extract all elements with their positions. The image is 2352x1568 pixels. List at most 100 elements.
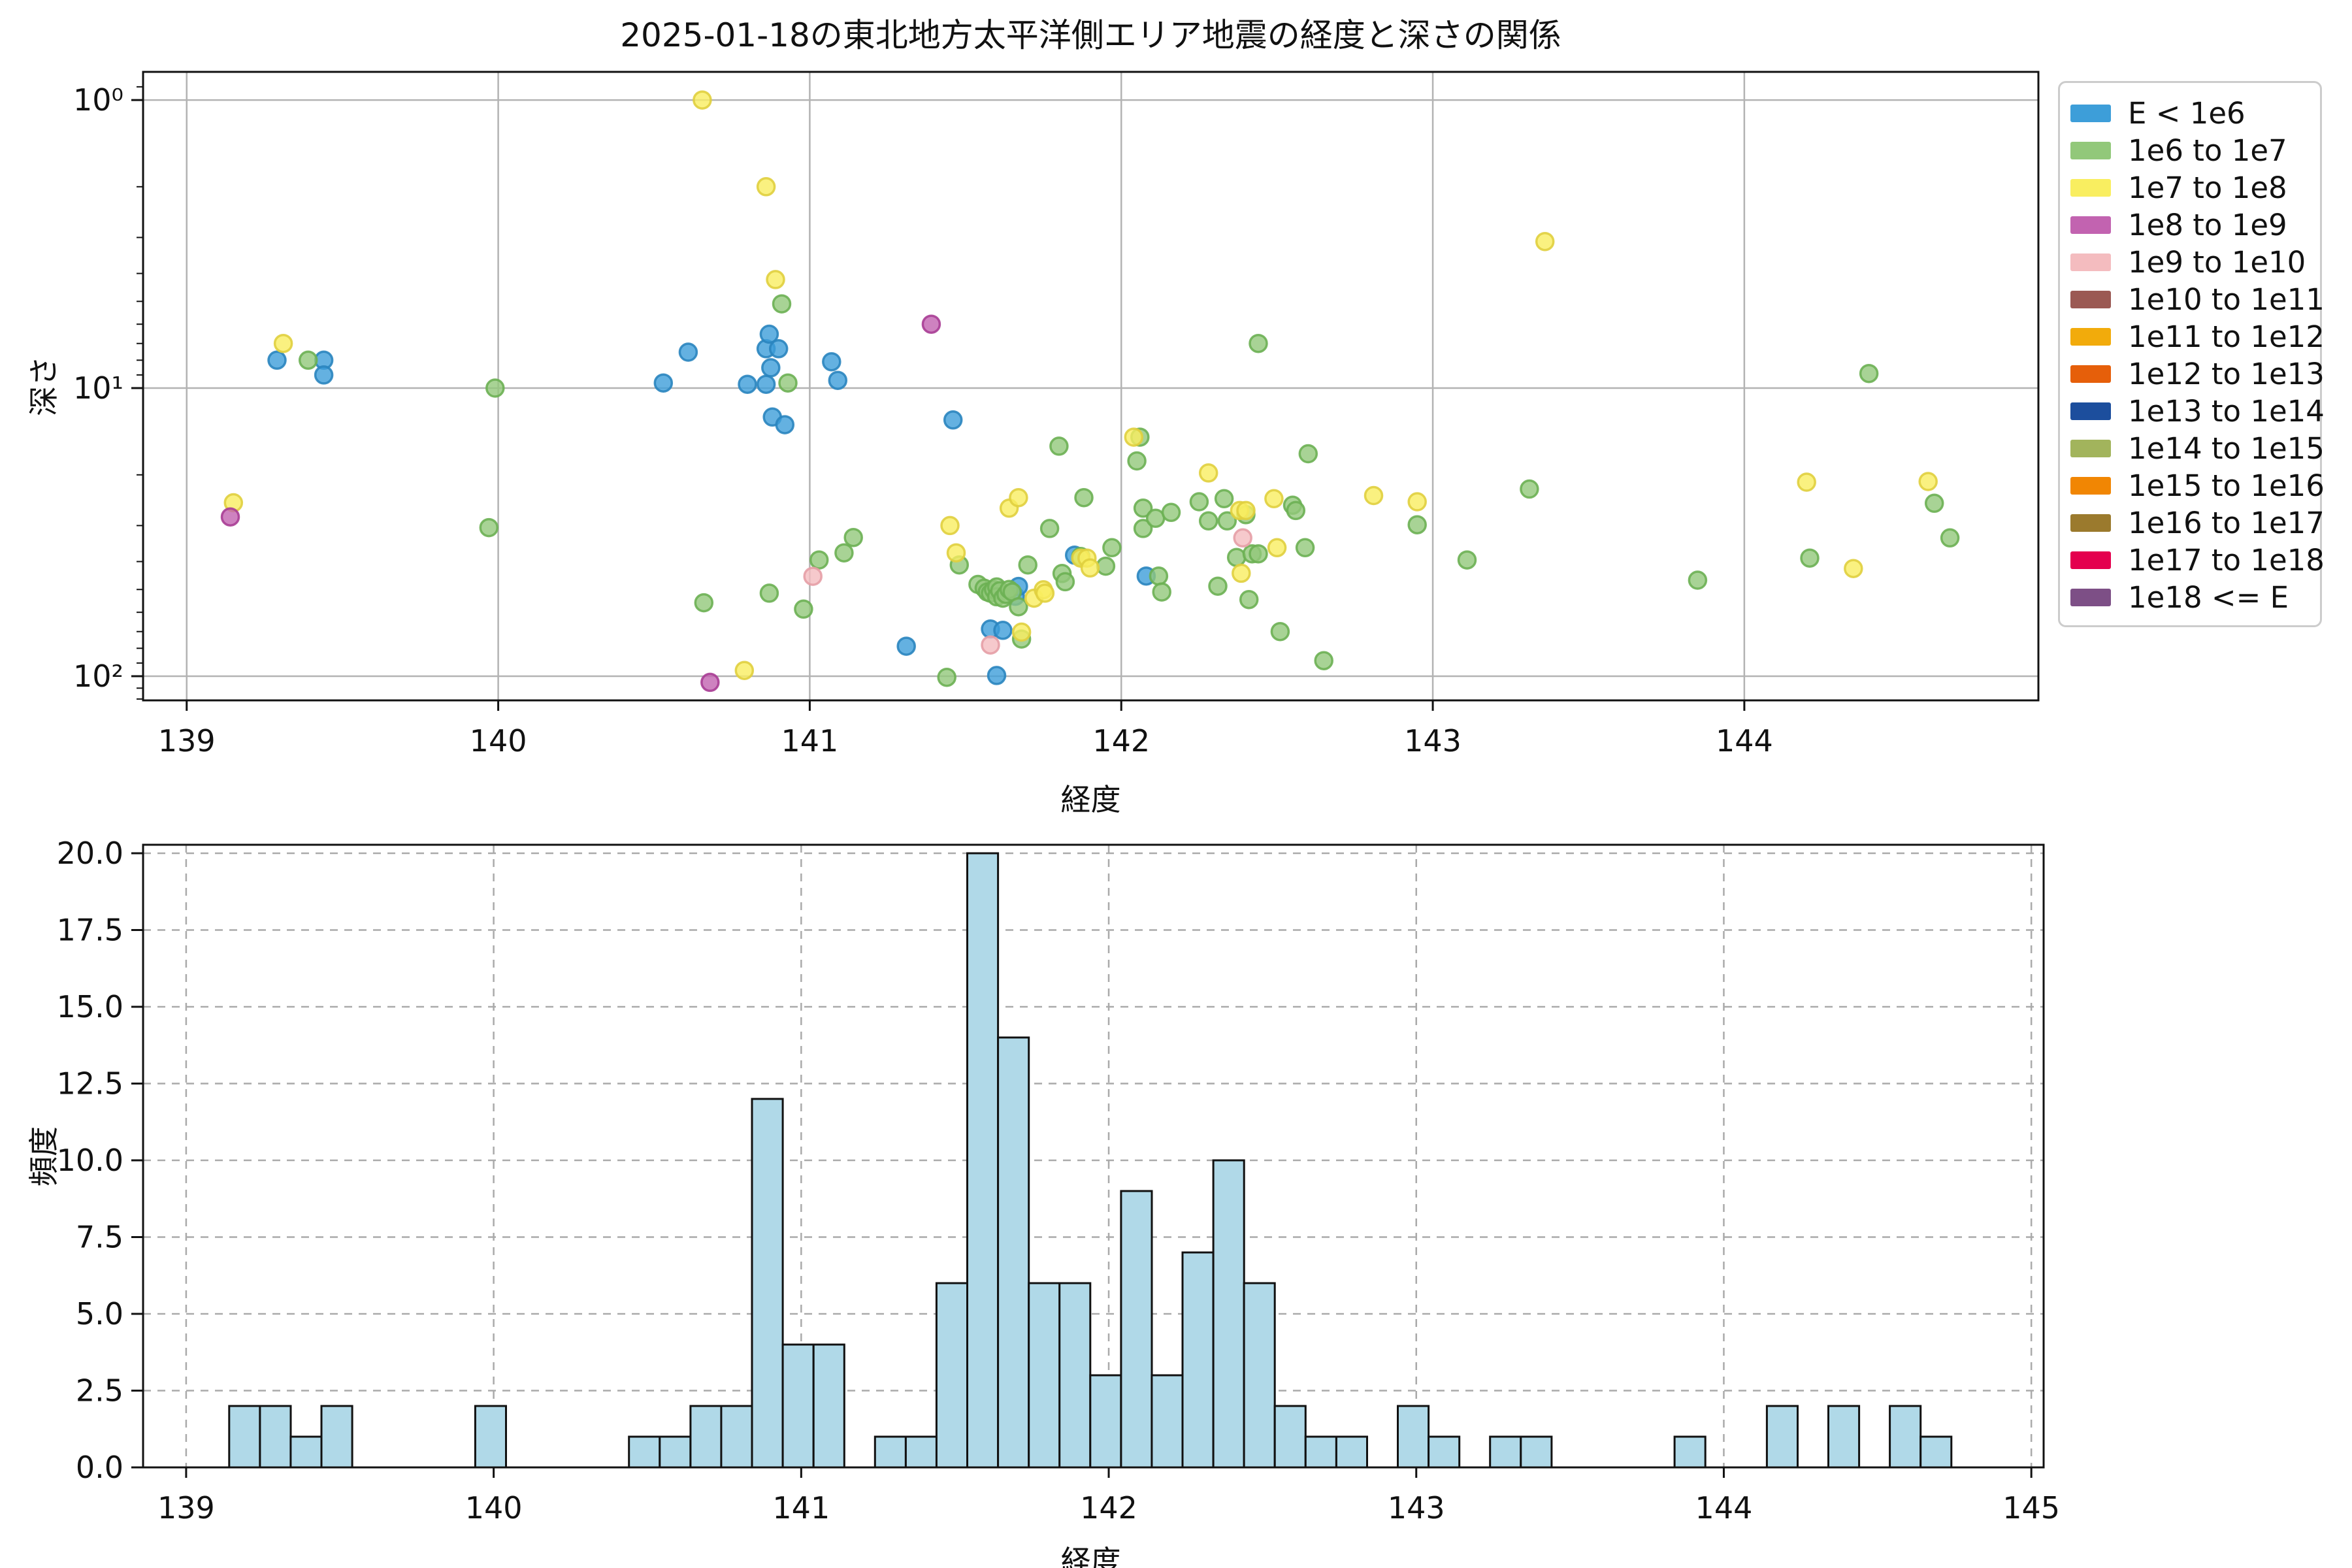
hist-bar — [966, 852, 1000, 1469]
scatter-point — [1039, 519, 1060, 538]
scatter-point — [803, 566, 823, 586]
scatter-point — [828, 370, 848, 390]
scatter-point — [946, 543, 966, 563]
scatter-y-tick-label: 10² — [73, 659, 123, 694]
scatter-point — [1055, 572, 1075, 592]
scatter-point — [1011, 622, 1032, 642]
scatter-point — [1214, 489, 1234, 509]
scatter-point — [1080, 558, 1100, 578]
scatter-point — [1127, 451, 1147, 471]
scatter-x-tick-label: 143 — [1404, 723, 1462, 759]
chart-title: 2025-01-18の東北地方太平洋側エリア地震の経度と深さの関係 — [620, 16, 1561, 54]
scatter-point — [314, 365, 334, 385]
legend-label: 1e14 to 1e15 — [2128, 431, 2325, 466]
legend-swatch — [2070, 216, 2111, 234]
scatter-point — [1924, 493, 1944, 514]
hist-bar — [1243, 1282, 1276, 1469]
hist-bar — [1151, 1374, 1184, 1469]
scatter-point — [1295, 538, 1315, 558]
legend-item: 1e10 to 1e11 — [2070, 281, 2325, 318]
hist-plot-border — [142, 843, 2045, 1469]
scatter-point — [1133, 498, 1153, 518]
scatter-point — [1236, 500, 1256, 521]
scatter-point — [678, 342, 698, 362]
scatter-point — [1688, 570, 1708, 590]
hist-bar — [1520, 1435, 1553, 1469]
scatter-point — [794, 599, 813, 619]
scatter-point — [1009, 487, 1028, 508]
scatter-point — [896, 636, 916, 656]
scatter-point — [220, 507, 240, 527]
hist-bar — [812, 1343, 845, 1469]
scatter-point — [485, 378, 505, 398]
legend-label: 1e12 to 1e13 — [2128, 357, 2325, 391]
scatter-point — [756, 177, 776, 197]
scatter-point — [809, 550, 829, 570]
legend-swatch — [2070, 477, 2111, 495]
legend-label: 1e6 to 1e7 — [2128, 133, 2287, 168]
scatter-point — [700, 672, 720, 693]
legend-item: 1e11 to 1e12 — [2070, 318, 2325, 355]
hist-bar — [751, 1098, 784, 1469]
scatter-point — [298, 350, 318, 370]
hist-bar — [259, 1405, 292, 1469]
scatter-point — [1009, 596, 1028, 617]
scatter-point — [759, 324, 779, 344]
scatter-point — [981, 635, 1000, 655]
scatter-point — [1457, 550, 1477, 570]
scatter-point — [1198, 511, 1218, 531]
legend-item: 1e13 to 1e14 — [2070, 393, 2325, 430]
hist-y-tick-label: 20.0 — [57, 836, 123, 871]
scatter-point — [1096, 556, 1116, 576]
scatter-point — [1844, 559, 1863, 578]
scatter-point — [1270, 621, 1290, 642]
legend-swatch — [2070, 402, 2111, 420]
scatter-point — [940, 515, 960, 536]
legend-box: E < 1e6 1e6 to 1e7 1e7 to 1e8 1e8 to 1e9 1e9… — [2058, 81, 2325, 627]
hist-bar — [1058, 1282, 1092, 1469]
scatter-point — [1217, 511, 1237, 531]
scatter-point — [1264, 489, 1284, 509]
scatter-point — [772, 294, 792, 314]
hist-bar — [1304, 1435, 1337, 1469]
legend-label: E < 1e6 — [2128, 96, 2246, 131]
legend-item: 1e12 to 1e13 — [2070, 355, 2325, 393]
scatter-point — [1232, 563, 1251, 583]
scatter-point — [775, 415, 795, 434]
scatter-point — [1035, 583, 1055, 603]
scatter-point — [1918, 472, 1938, 491]
scatter-point — [1074, 487, 1094, 508]
hist-bar — [628, 1435, 661, 1469]
scatter-x-tick-label: 141 — [781, 723, 838, 759]
hist-bar — [1212, 1159, 1245, 1469]
legend-label: 1e8 to 1e9 — [2128, 208, 2287, 242]
legend-item: 1e8 to 1e9 — [2070, 206, 2320, 244]
scatter-point — [1239, 589, 1259, 610]
scatter-point — [1233, 528, 1252, 548]
scatter-point — [1249, 544, 1268, 564]
legend-item: E < 1e6 — [2070, 95, 2320, 132]
legend-item: 1e17 to 1e18 — [2070, 542, 2325, 579]
scatter-point — [1149, 566, 1169, 586]
legend-item: 1e15 to 1e16 — [2070, 467, 2325, 504]
hist-y-tick-label: 5.0 — [76, 1296, 123, 1331]
scatter-point — [1102, 538, 1122, 558]
hist-bar — [1397, 1405, 1430, 1469]
legend-label: 1e16 to 1e17 — [2128, 506, 2325, 540]
legend-swatch — [2070, 142, 2111, 159]
scatter-point — [1018, 555, 1037, 575]
scatter-point — [778, 373, 798, 393]
hist-y-tick-label: 7.5 — [76, 1220, 123, 1255]
hist-bar — [474, 1405, 508, 1469]
hist-bar — [1335, 1435, 1369, 1469]
legend-swatch — [2070, 440, 2111, 457]
hist-bar — [874, 1435, 907, 1469]
scatter-point — [267, 350, 287, 370]
legend-swatch — [2070, 105, 2111, 122]
scatter-point — [1189, 492, 1209, 512]
hist-bar — [1181, 1251, 1215, 1469]
scatter-point — [1298, 444, 1318, 464]
hist-y-tick-label: 2.5 — [76, 1373, 123, 1409]
legend-swatch — [2070, 328, 2111, 346]
hist-bar — [720, 1405, 753, 1469]
